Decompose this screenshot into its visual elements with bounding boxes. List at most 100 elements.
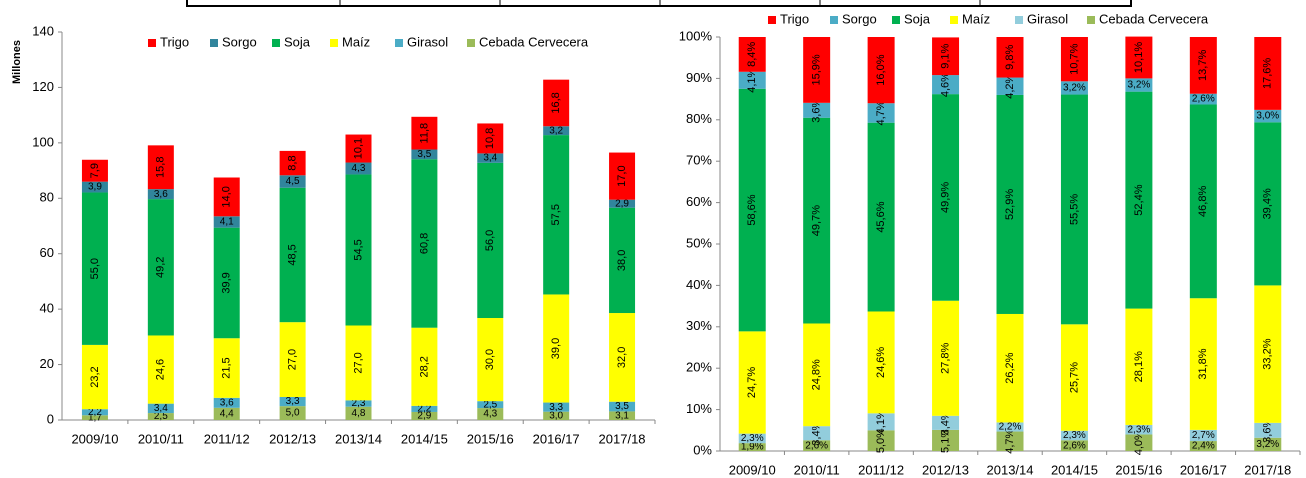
bar-segment (147, 189, 174, 200)
bar-segment (279, 396, 306, 407)
bar-segment (345, 134, 372, 163)
value-label: 4,7% (875, 100, 887, 125)
bar-segment (1254, 285, 1282, 423)
bar-segment (996, 37, 1024, 78)
value-label: 27,8% (939, 342, 951, 373)
value-label: 27,0 (287, 349, 299, 370)
bar-segment (543, 294, 570, 403)
bar-segment (279, 322, 306, 397)
bar-segment (1189, 441, 1217, 451)
value-label: 48,5 (287, 244, 299, 265)
bar-segment (803, 426, 831, 441)
y-axis-title: Millones (11, 40, 23, 84)
bar-segment (411, 405, 438, 412)
value-label: 45,6% (875, 201, 887, 232)
y-tick-label: 100 (32, 134, 54, 149)
bar-segment (609, 313, 636, 402)
legend-swatch (892, 16, 900, 24)
bar-segment (213, 397, 240, 408)
value-label: 9,8% (1004, 45, 1016, 70)
bar-segment (803, 440, 831, 451)
bar-segment (147, 413, 174, 420)
x-tick-label: 2017/18 (599, 431, 646, 446)
bar-segment (738, 71, 766, 89)
y-tick-label: 20 (40, 356, 54, 371)
bar-segment (279, 175, 306, 188)
bar-segment (1060, 324, 1088, 431)
value-label: 4,1 (220, 217, 234, 228)
value-label: 2,4% (1192, 441, 1215, 452)
value-label: 55,0 (89, 258, 101, 279)
value-label: 3,6 (220, 397, 234, 408)
value-label: 3,0 (549, 410, 563, 421)
value-label: 52,9% (1004, 189, 1016, 220)
bar-segment (543, 79, 570, 127)
bar-segment (1060, 440, 1088, 451)
value-label: 60,8 (418, 233, 430, 254)
bar-segment (477, 408, 504, 420)
value-label: 16,8 (550, 92, 562, 113)
value-label: 3,3 (549, 402, 563, 413)
legend-label: Soja (284, 34, 311, 49)
value-label: 13,7% (1197, 50, 1209, 81)
bar-segment (609, 401, 636, 412)
bar-segment (477, 401, 504, 409)
legend-swatch (467, 39, 475, 47)
bar-segment (543, 135, 570, 295)
value-label: 17,0 (616, 165, 628, 186)
value-label: 4,1% (875, 409, 887, 434)
value-label: 2,9 (417, 411, 431, 422)
bar-segment (1254, 37, 1282, 110)
bar-segment (213, 227, 240, 339)
value-label: 2,2 (88, 407, 102, 418)
bar-segment (803, 102, 831, 118)
value-label: 39,4% (1262, 188, 1274, 219)
bar-segment (345, 325, 372, 401)
value-label: 2,9 (615, 198, 629, 209)
y-tick-label: 10% (686, 401, 712, 416)
bar-segment (411, 159, 438, 328)
value-label: 24,6 (155, 359, 167, 380)
x-tick-label: 2016/17 (533, 431, 580, 446)
bar-segment (1125, 36, 1153, 79)
bar-segment (543, 402, 570, 412)
bar-segment (1189, 104, 1217, 299)
value-label: 2,7% (1192, 430, 1215, 441)
bar-segment (996, 313, 1024, 423)
bar-segment (1125, 91, 1153, 309)
bar-segment (279, 187, 306, 323)
value-label: 21,5 (221, 357, 233, 378)
value-label: 24,7% (746, 367, 758, 398)
bar-segment (803, 323, 831, 427)
value-label: 46,8% (1197, 186, 1209, 217)
x-tick-label: 2015/16 (1115, 462, 1162, 477)
bar-segment (867, 430, 895, 451)
value-label: 15,8 (155, 157, 167, 178)
bar-segment (477, 318, 504, 402)
value-label: 54,5 (352, 239, 364, 260)
value-label: 58,6% (746, 194, 758, 225)
bar-segment (609, 411, 636, 420)
bar-segment (1189, 298, 1217, 430)
value-label: 1,9% (741, 442, 764, 453)
bar-segment (867, 311, 895, 414)
value-label: 3,3 (286, 396, 300, 407)
bar-segment (411, 149, 438, 160)
value-label: 2,3% (741, 433, 764, 444)
x-tick-label: 2009/10 (71, 431, 118, 446)
bar-segment (609, 152, 636, 200)
y-tick-label: 80 (40, 190, 54, 205)
value-label: 49,9% (939, 182, 951, 213)
legend-swatch (395, 39, 403, 47)
value-label: 2,5 (483, 399, 497, 410)
bar-segment (477, 153, 504, 163)
value-label: 33,2% (1262, 338, 1274, 369)
value-label: 4,4 (220, 409, 234, 420)
value-label: 49,2 (155, 257, 167, 278)
value-label: 3,4 (483, 153, 497, 164)
legend-label: Soja (904, 11, 931, 26)
bar-segment (81, 192, 108, 345)
legend-label: Girasol (1027, 11, 1068, 26)
value-label: 39,9 (221, 272, 233, 293)
